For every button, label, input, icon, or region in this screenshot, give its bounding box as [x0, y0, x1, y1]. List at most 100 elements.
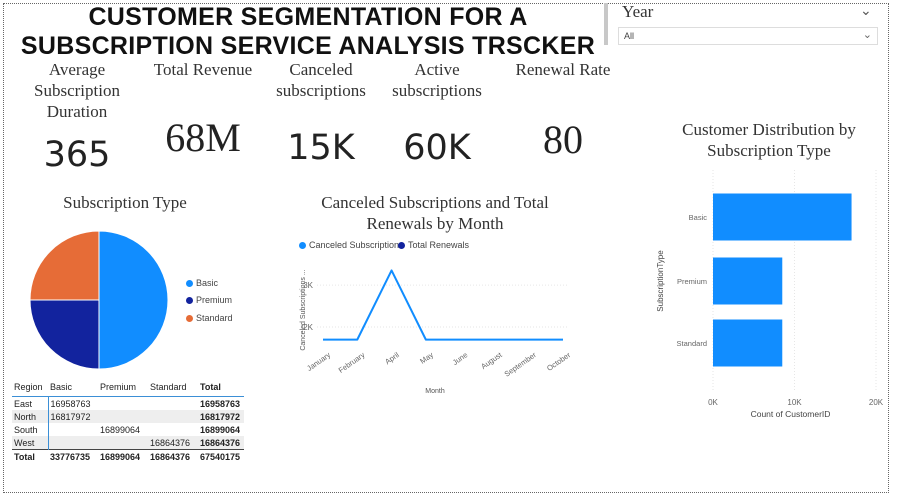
pie-chart[interactable]	[25, 228, 175, 373]
x-tick-label: 20K	[869, 398, 884, 407]
table-cell: 16899064	[98, 449, 148, 463]
bar-basic[interactable]	[713, 193, 852, 241]
table-row[interactable]: North 16817972 16817972	[12, 410, 245, 423]
region-matrix-table: Region Basic Premium Standard Total East…	[12, 380, 245, 463]
y-tick-label: 3K	[303, 281, 313, 290]
bar-premium[interactable]	[713, 257, 783, 305]
title-scroll-bar	[604, 3, 608, 45]
table-total-row[interactable]: Total 33776735 16899064 16864376 6754017…	[12, 449, 245, 463]
table-cell	[148, 423, 198, 436]
table-cell-region: North	[12, 410, 48, 423]
table-cell	[98, 397, 148, 411]
matrix-header-standard[interactable]: Standard	[150, 381, 187, 392]
y-axis-title: SubscriptionType	[656, 250, 665, 312]
x-tick-label: April	[383, 350, 401, 366]
kpi-label-active-subs: Active subscriptions	[392, 60, 482, 100]
x-tick-label: August	[479, 350, 504, 371]
legend-item-renewals[interactable]: Total Renewals	[398, 240, 469, 250]
pie-slice-basic[interactable]	[98, 230, 169, 370]
legend-item-premium[interactable]: Premium	[186, 295, 232, 305]
line-chart-title: Canceled Subscriptions and Total Renewal…	[321, 193, 549, 233]
bar-standard[interactable]	[713, 319, 783, 367]
table-cell-region: West	[12, 436, 48, 450]
legend-marker-premium	[186, 297, 193, 305]
x-tick-label: January	[305, 350, 332, 373]
kpi-label-total-revenue: Total Revenue	[153, 60, 253, 79]
table-cell-total: 16899064	[200, 424, 241, 435]
title-line-1: CUSTOMER SEGMENTATION FOR A	[88, 3, 528, 31]
x-tick-label: 10K	[787, 398, 802, 407]
matrix-header-total[interactable]: Total	[200, 381, 221, 392]
matrix-header-basic[interactable]: Basic	[50, 381, 73, 392]
x-tick-label: September	[503, 350, 539, 379]
table-cell-region: South	[14, 424, 38, 435]
legend-label-renewals: Total Renewals	[408, 240, 470, 250]
pie-chart-title: Subscription Type	[63, 193, 187, 212]
table-cell-region: East	[14, 398, 33, 409]
table-cell-total: 16958763	[200, 398, 241, 409]
table-cell	[148, 410, 198, 423]
x-axis-title: Month	[425, 388, 445, 395]
table-cell: 16864376	[148, 436, 198, 450]
year-slicer-value: All	[624, 31, 635, 41]
kpi-label-canceled-subs: Canceled subscriptions	[276, 60, 366, 100]
y-tick-label: Basic	[689, 213, 708, 222]
table-row[interactable]: West 16864376 16864376	[12, 436, 245, 450]
kpi-label-avg-duration: Average Subscription Duration	[34, 60, 120, 121]
x-tick-label: June	[451, 350, 469, 367]
table-cell	[47, 436, 98, 450]
year-slicer-dropdown[interactable]: All ⌄	[618, 27, 878, 45]
y-tick-label: Standard	[677, 339, 707, 348]
legend-label-standard: Standard	[196, 313, 233, 323]
bar-chart[interactable]: 0K 10K 20K Basic Premium Standard Subscription…	[650, 165, 890, 425]
pie-slice-premium[interactable]	[29, 299, 100, 370]
table-row[interactable]: South 16899064 16899064	[12, 423, 244, 436]
pie-slice-standard[interactable]	[29, 230, 100, 301]
table-cell-total: 67540175	[198, 449, 245, 463]
bar-chart-title: Customer Distribution by Subscription Ty…	[682, 120, 856, 160]
legend-marker-renewals	[398, 242, 405, 250]
table-cell-total: 16817972	[198, 410, 245, 423]
y-tick-label: Premium	[677, 277, 707, 286]
title-line-2: SUBSCRIPTION SERVICE ANALYSIS TRSCKER	[20, 32, 596, 60]
x-tick-label: May	[418, 350, 435, 366]
kpi-value-total-revenue: 68M	[165, 115, 241, 160]
table-cell-total: 16864376	[198, 436, 245, 450]
table-cell: 16817972	[47, 410, 98, 423]
matrix-header-region[interactable]: Region	[14, 381, 43, 392]
table-cell	[98, 436, 148, 450]
y-tick-label: 2K	[303, 323, 313, 332]
table-row[interactable]: East 16958763 16958763	[12, 396, 244, 411]
y-axis-title: Canceled Subscriptions ...	[300, 269, 307, 350]
line-series-canceled[interactable]	[323, 269, 563, 341]
kpi-label-renewal-rate: Renewal Rate	[515, 60, 611, 79]
chevron-down-icon[interactable]: ⌄	[860, 2, 872, 18]
x-axis-title: Count of CustomerID	[751, 409, 831, 419]
x-tick-label: October	[545, 350, 572, 373]
legend-label-canceled: Canceled Subscriptions	[309, 240, 404, 250]
table-cell: 33776735	[48, 449, 98, 463]
legend-label-premium: Premium	[196, 295, 233, 305]
kpi-value-active-subs: 60K	[403, 128, 471, 168]
legend-marker-canceled	[299, 242, 306, 250]
table-cell	[98, 410, 148, 423]
matrix-header-premium[interactable]: Premium	[100, 381, 137, 392]
legend-label-basic: Basic	[196, 278, 219, 288]
table-cell-region: Total	[12, 449, 48, 463]
legend-item-canceled[interactable]: Canceled Subscriptions	[299, 240, 404, 250]
kpi-value-avg-duration: 365	[43, 135, 111, 175]
legend-item-standard[interactable]: Standard	[186, 313, 233, 323]
chevron-down-icon: ⌄	[862, 29, 872, 41]
table-cell	[148, 397, 198, 411]
x-tick-label: February	[337, 350, 367, 375]
table-cell	[47, 423, 98, 436]
legend-item-basic[interactable]: Basic	[186, 278, 218, 288]
kpi-value-renewal-rate: 80	[543, 117, 583, 162]
table-cell: 16899064	[100, 424, 141, 435]
matrix-header-row: Region Basic Premium Standard Total	[12, 380, 245, 397]
legend-marker-basic	[186, 280, 193, 288]
kpi-value-canceled-subs: 15K	[287, 128, 355, 168]
table-cell: 16958763	[47, 396, 98, 410]
dashboard-title: CUSTOMER SEGMENTATION FOR A SUBSCRIPTION…	[8, 3, 608, 61]
